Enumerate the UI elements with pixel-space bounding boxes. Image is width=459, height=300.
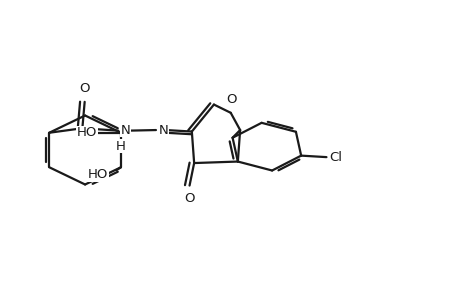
Text: Cl: Cl [329,151,341,164]
Text: O: O [79,82,90,95]
Text: N: N [121,124,130,136]
Text: O: O [226,93,236,106]
Text: HO: HO [77,126,97,139]
Text: O: O [184,191,194,205]
Text: N: N [158,124,168,136]
Text: H: H [116,140,126,153]
Text: HO: HO [88,168,108,181]
